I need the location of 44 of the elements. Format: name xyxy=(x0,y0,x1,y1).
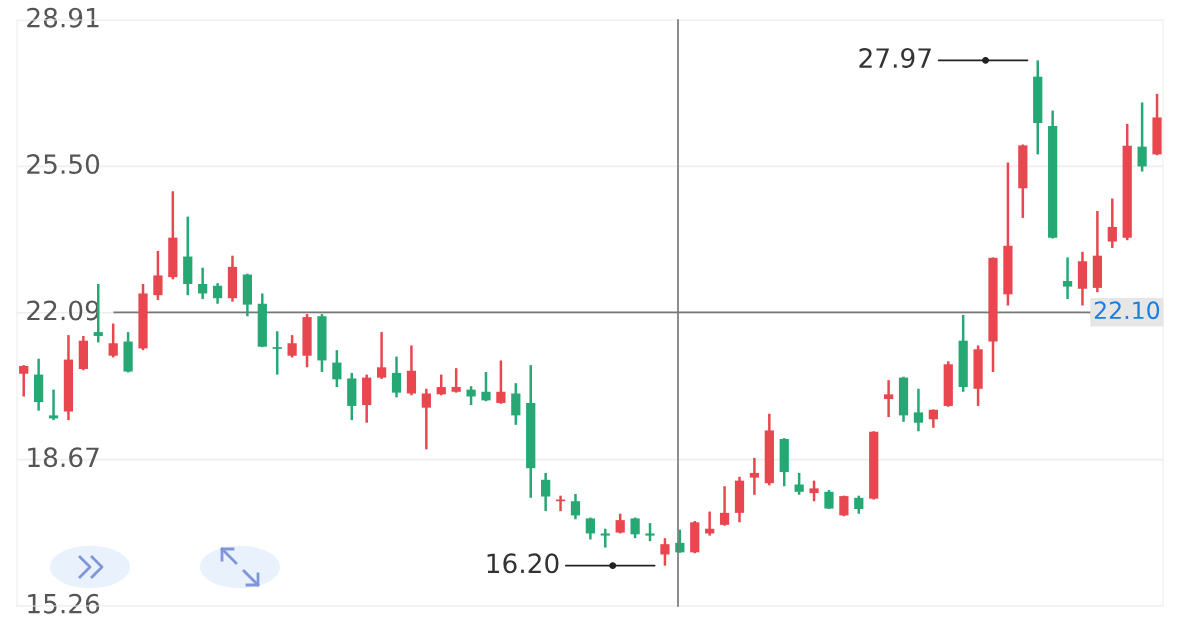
candlestick xyxy=(913,387,924,433)
candlestick xyxy=(496,359,506,406)
candlestick xyxy=(809,479,819,503)
candlestick xyxy=(332,348,342,389)
y-tick-label: 25.50 xyxy=(27,154,100,175)
y-tick-label: 22.09 xyxy=(27,300,100,321)
candlestick xyxy=(48,388,59,422)
candlestick xyxy=(854,494,864,515)
candlestick xyxy=(376,330,387,381)
candlestick xyxy=(19,363,29,398)
candlestick xyxy=(406,344,417,397)
ref-line-label: 22.10 xyxy=(1094,301,1160,320)
candlestick xyxy=(1062,256,1073,301)
candlestick xyxy=(1137,101,1147,173)
candlestick xyxy=(1107,197,1117,250)
y-tick-label: 28.91 xyxy=(27,7,99,28)
candlestick xyxy=(600,527,610,549)
candlestick xyxy=(481,370,491,403)
y-tick-label: 15.26 xyxy=(28,593,100,614)
candlestick xyxy=(570,492,581,521)
candlestick xyxy=(421,387,431,451)
candlestick xyxy=(212,281,223,306)
candlestick xyxy=(928,408,938,430)
candlestick xyxy=(451,366,461,394)
candlestick xyxy=(108,322,118,359)
candlestick xyxy=(436,373,446,397)
candlestick xyxy=(824,488,834,511)
candlestick xyxy=(466,384,476,407)
candlestick xyxy=(719,484,730,527)
candlestick xyxy=(391,355,402,399)
candlestick xyxy=(645,521,655,543)
candlestick xyxy=(153,249,163,302)
candlestick xyxy=(511,381,521,427)
candlestick xyxy=(287,333,297,359)
annotation: 27.97 xyxy=(859,48,931,69)
candlestick xyxy=(749,456,760,497)
candlestick xyxy=(198,266,208,301)
candlestick xyxy=(660,536,670,567)
y-tick-label: 18.67 xyxy=(28,447,99,468)
candlestick xyxy=(541,471,551,513)
candlestick xyxy=(794,471,804,497)
candlestick xyxy=(883,378,894,419)
annotation: 16.20 xyxy=(487,553,559,574)
candlestick xyxy=(272,330,282,376)
